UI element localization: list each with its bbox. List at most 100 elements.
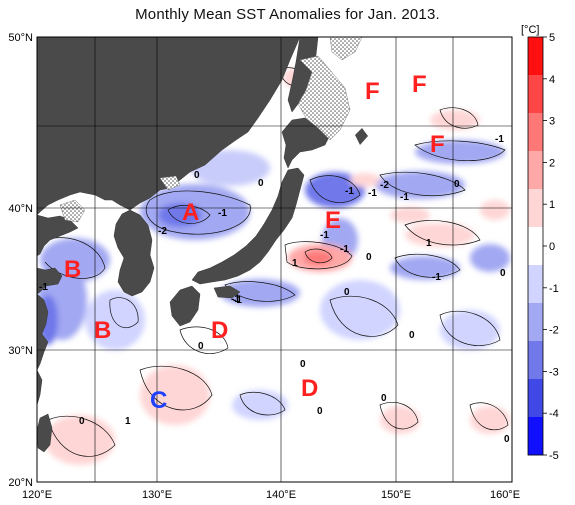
colorbar-tick-label: -1 <box>549 283 559 295</box>
colorbar-cell <box>528 189 543 228</box>
contour-label: -1 <box>345 186 354 197</box>
cold-anomaly-patch <box>390 256 460 280</box>
colorbar-ticks: 5 4 3 2 1 0 -1 -2 -3 -4 -5 <box>543 32 559 462</box>
colorbar-cell <box>528 75 543 114</box>
latitude-labels: 50°N 40°N 30°N 20°N <box>8 32 33 489</box>
contour-label: 0 <box>366 252 372 263</box>
region-label-b: B <box>94 317 111 344</box>
contour-label: -2 <box>380 180 389 191</box>
contour-value-labels: 0 -1 -2 -1 0 -1 -1 -1 -2 -1 -1 0 1 -1 0 … <box>39 134 510 445</box>
contour-label: -1 <box>320 230 329 241</box>
colorbar-cell <box>528 265 543 304</box>
colorbar-cell <box>528 303 543 342</box>
colorbar-cell <box>528 37 543 76</box>
map-field <box>37 37 512 482</box>
warm-anomaly-patch <box>480 200 510 220</box>
contour-label: -1 <box>432 272 441 283</box>
colorbar-tick-label: 0 <box>549 241 555 253</box>
region-labels: A B B C D D E F F F <box>64 71 445 414</box>
contour-label: 1 <box>292 258 298 269</box>
cold-anomaly-patch <box>320 280 400 340</box>
longitude-labels: 120°E 130°E 140°E 150°E 160°E <box>22 489 520 501</box>
warm-anomaly-patch <box>390 207 430 223</box>
colorbar-tick-label: -3 <box>549 366 559 378</box>
colorbar-cells <box>528 37 543 456</box>
contour-label: -1 <box>400 192 409 203</box>
region-label-d: D <box>301 375 318 402</box>
colorbar-tick-label: -4 <box>549 408 559 420</box>
region-label-e: E <box>325 207 341 234</box>
warm-anomaly-patch <box>304 251 332 265</box>
contour-label: 0 <box>381 393 387 404</box>
warm-anomaly-patch <box>380 406 420 434</box>
contour-label: -1 <box>368 188 377 199</box>
contour-label: 0 <box>500 268 506 279</box>
colorbar-cell <box>528 417 543 456</box>
region-label-d: D <box>211 317 228 344</box>
contour-label: 0 <box>409 330 415 341</box>
contour-label: 0 <box>344 287 350 298</box>
lon-label: 130°E <box>142 489 172 501</box>
cold-anomaly-patch <box>85 290 145 350</box>
cold-anomaly-patch <box>305 172 365 208</box>
lat-lon-grid <box>37 37 512 482</box>
contour-label: 0 <box>198 341 204 352</box>
contour-label: -1 <box>39 282 48 293</box>
colorbar-tick-label: 3 <box>549 116 555 128</box>
contour-label: -1 <box>218 208 227 219</box>
contour-label: -1 <box>340 244 349 255</box>
colorbar-tick-label: 1 <box>549 199 555 211</box>
colorbar-tick-label: 2 <box>549 157 555 169</box>
sea-ice-areas <box>59 37 363 223</box>
colorbar-unit: [°C] <box>521 24 539 36</box>
region-label-f: F <box>430 131 445 158</box>
colorbar-tick-label: -2 <box>549 325 559 337</box>
warm-anomaly-patch <box>140 365 210 425</box>
lat-label: 40°N <box>8 203 33 215</box>
contour-label: 0 <box>504 434 510 445</box>
region-label-c: C <box>150 387 167 414</box>
colorbar-tick-label: 5 <box>549 32 555 44</box>
contour-label: 1 <box>125 416 131 427</box>
contour-label: -1 <box>231 294 240 305</box>
colorbar-cell <box>528 151 543 190</box>
colorbar-tick-label: -5 <box>549 450 559 462</box>
contour-lines <box>44 67 509 457</box>
contour-label: -1 <box>495 134 504 145</box>
warm-anomaly-patch <box>350 173 380 187</box>
warm-anomaly-patch <box>470 406 510 434</box>
cold-anomaly-patch <box>415 140 505 164</box>
cold-anomaly-patch <box>470 244 510 272</box>
kuril-islands <box>355 128 368 145</box>
colorbar-tick-label: 4 <box>549 74 555 86</box>
contour-label: 0 <box>300 359 306 370</box>
contour-label: 1 <box>426 238 432 249</box>
cold-anomaly-patch <box>220 279 300 307</box>
map-frame <box>36 36 513 483</box>
region-label-b: B <box>64 256 81 283</box>
contour-label: 0 <box>79 416 85 427</box>
contour-label: 0 <box>194 170 200 181</box>
lon-label: 160°E <box>490 489 520 501</box>
colorbar-cell <box>528 227 543 266</box>
colorbar-cell <box>528 379 543 418</box>
lon-label: 150°E <box>381 489 411 501</box>
lat-label: 50°N <box>8 32 33 44</box>
lat-label: 30°N <box>8 345 33 357</box>
region-label-a: A <box>182 199 199 226</box>
contour-label: 0 <box>258 178 264 189</box>
anomaly-patches <box>37 68 510 465</box>
lon-label: 140°E <box>266 489 296 501</box>
region-label-f: F <box>365 78 380 105</box>
lat-label: 20°N <box>8 477 33 489</box>
contour-label: -2 <box>158 226 167 237</box>
colorbar-cell <box>528 341 543 380</box>
contour-label: 0 <box>454 179 460 190</box>
map-title: Monthly Mean SST Anomalies for Jan. 2013… <box>135 6 440 23</box>
warm-anomaly-patch <box>430 110 480 130</box>
warm-anomaly-patch <box>45 415 115 465</box>
colorbar: [°C] 5 4 3 2 1 0 -1 -2 -3 -4 -5 <box>521 24 559 462</box>
contour-label: 0 <box>317 406 323 417</box>
warm-anomaly-patch <box>405 223 475 247</box>
